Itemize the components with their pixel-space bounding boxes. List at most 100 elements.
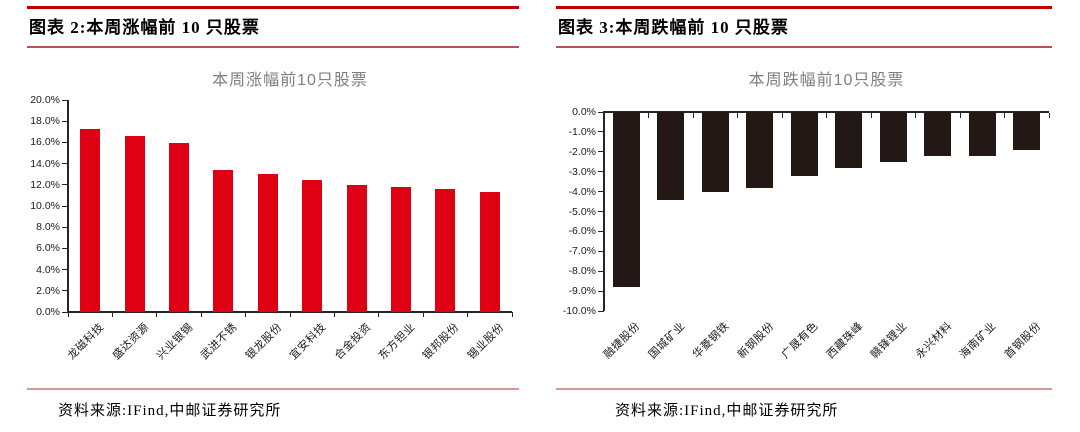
x-axis-label: 龙磁科技 <box>65 321 107 363</box>
plot-area: 20.0% 18.0% 16.0% 14.0% 12.0% 10.0% 8.0% 6.0% 4.… <box>30 94 513 318</box>
y-axis-tick-label: 6.0% <box>36 242 60 255</box>
y-axis-tick <box>598 171 604 173</box>
bar <box>213 169 234 312</box>
y-axis-tick <box>62 184 68 186</box>
x-axis-labels: 龙磁科技 盛达资源 兴业银锡 武进不锈 银龙股份 宜安科技 合金投资 东方钽业 银邦股份 锡业股份 <box>66 312 512 374</box>
x-axis-tick <box>737 113 738 118</box>
x-axis-label: 海南矿业 <box>957 320 999 362</box>
y-axis-tick <box>62 141 68 143</box>
y-axis-tick <box>62 269 68 271</box>
bar-chart-losers: 本周跌幅前10只股票 0.0% -1.0% -2.0% -3.0% -4.0% -5.0%… <box>556 70 1052 361</box>
bar <box>924 112 952 156</box>
x-axis-tick <box>378 312 380 317</box>
bar <box>435 189 456 312</box>
bar <box>80 128 101 312</box>
y-axis-tick <box>598 230 604 232</box>
y-axis-tick <box>598 211 604 212</box>
y-axis-tick <box>62 120 68 122</box>
source-note-block: 资料来源:IFind,中邮证券研究所 <box>556 388 1052 420</box>
figure-caption-block: 图表 2:本周涨幅前 10 只股票 <box>27 6 519 48</box>
bar <box>346 184 367 312</box>
bar <box>657 112 685 200</box>
y-axis-tick <box>62 226 68 228</box>
x-axis-label: 合金投资 <box>332 321 374 363</box>
source-note-block: 资料来源:IFind,中邮证券研究所 <box>27 388 519 420</box>
x-axis-tick <box>245 312 247 317</box>
plot: 0.0% -1.0% -2.0% -3.0% -4.0% -5.0% -6.0% -7.0% -… <box>563 106 1050 361</box>
caption-bottom-rule <box>556 46 1052 48</box>
bar <box>257 174 278 312</box>
x-axis-tick <box>915 113 916 118</box>
x-axis-tick <box>648 113 649 118</box>
y-axis-tick <box>598 270 604 272</box>
x-axis-tick <box>511 312 513 317</box>
y-axis-tick-label: 4.0% <box>36 263 60 276</box>
y-axis-tick <box>62 99 68 101</box>
x-axis-label: 宜安科技 <box>287 321 329 363</box>
x-axis-label: 武进不锈 <box>198 321 240 363</box>
x-axis-tick <box>422 312 424 317</box>
y-axis-tick-label: 2.0% <box>36 284 60 297</box>
y-axis-tick <box>598 250 604 252</box>
y-axis-tick-label: 0.0% <box>36 306 60 318</box>
y-axis-tick <box>62 311 68 313</box>
bar <box>391 186 411 312</box>
x-axis-tick <box>111 312 113 317</box>
x-axis-tick <box>289 312 291 317</box>
x-axis-label: 首钢股份 <box>1002 320 1044 362</box>
y-axis-tick-label: -9.0% <box>568 285 596 298</box>
x-axis-tick <box>870 113 872 118</box>
y-axis-tick <box>598 111 604 113</box>
figure-caption-block: 图表 3:本周跌幅前 10 只股票 <box>556 6 1052 48</box>
x-axis-label: 国城矿业 <box>646 320 688 362</box>
x-axis-tick <box>692 113 694 118</box>
y-axis-tick-label: -4.0% <box>568 185 596 198</box>
bar <box>479 192 500 312</box>
chart-title: 本周涨幅前10只股票 <box>212 72 368 89</box>
x-axis-label: 银龙股份 <box>243 321 285 363</box>
x-axis-label: 永兴材料 <box>913 320 955 362</box>
x-axis-tick <box>156 312 158 317</box>
x-axis-label: 新钢股份 <box>735 320 777 362</box>
bar-chart-gainers: 本周涨幅前10只股票 20.0% 18.0% 16.0% 14.0% 12.0% 10.0… <box>27 70 519 362</box>
y-axis-tick <box>598 310 604 312</box>
bar <box>968 112 996 156</box>
figure-panel-gainers: 图表 2:本周涨幅前 10 只股票 本周涨幅前10只股票 20.0% 18.0% 1… <box>27 0 519 432</box>
bar <box>612 112 640 288</box>
figure-caption: 图表 3:本周跌幅前 10 只股票 <box>558 18 789 37</box>
bar <box>169 143 189 312</box>
y-axis-tick-label: 16.0% <box>30 136 60 149</box>
y-axis-tick-label: -1.0% <box>568 125 596 138</box>
y-axis-tick <box>598 131 604 133</box>
x-axis-tick <box>467 312 469 317</box>
footer-rule <box>556 388 1052 390</box>
x-axis-line <box>603 111 1049 113</box>
source-note: 资料来源:IFind,中邮证券研究所 <box>58 403 282 419</box>
x-axis-label: 东方钽业 <box>376 321 418 363</box>
x-axis-label: 盛达资源 <box>110 321 152 363</box>
y-axis-tick-label: 20.0% <box>30 94 60 106</box>
x-axis-tick <box>781 113 783 118</box>
x-axis-tick <box>959 113 961 118</box>
bar <box>879 112 907 162</box>
figure-panel-losers: 图表 3:本周跌幅前 10 只股票 本周跌幅前10只股票 0.0% -1.0% -2… <box>556 0 1052 432</box>
caption-top-rule <box>27 6 519 9</box>
x-axis-tick <box>333 312 335 317</box>
x-axis-tick <box>1048 113 1050 118</box>
y-axis-tick-label: -8.0% <box>568 265 596 278</box>
bar <box>790 112 818 176</box>
y-axis-tick-label: -2.0% <box>568 145 596 158</box>
y-axis-tick-label: 18.0% <box>30 115 60 128</box>
x-axis-tick <box>200 312 202 317</box>
x-axis-label: 广晟有色 <box>779 320 821 362</box>
y-axis-tick-label: 10.0% <box>30 200 60 212</box>
plot: 20.0% 18.0% 16.0% 14.0% 12.0% 10.0% 8.0% 6.0% 4.… <box>30 94 513 362</box>
x-axis-tick <box>67 312 69 317</box>
chart-title: 本周跌幅前10只股票 <box>748 72 905 89</box>
y-axis-tick-label: 12.0% <box>30 178 60 191</box>
bar <box>1013 112 1041 150</box>
bar <box>124 136 145 312</box>
y-axis-tick <box>598 290 604 292</box>
y-axis-tick <box>598 151 604 153</box>
